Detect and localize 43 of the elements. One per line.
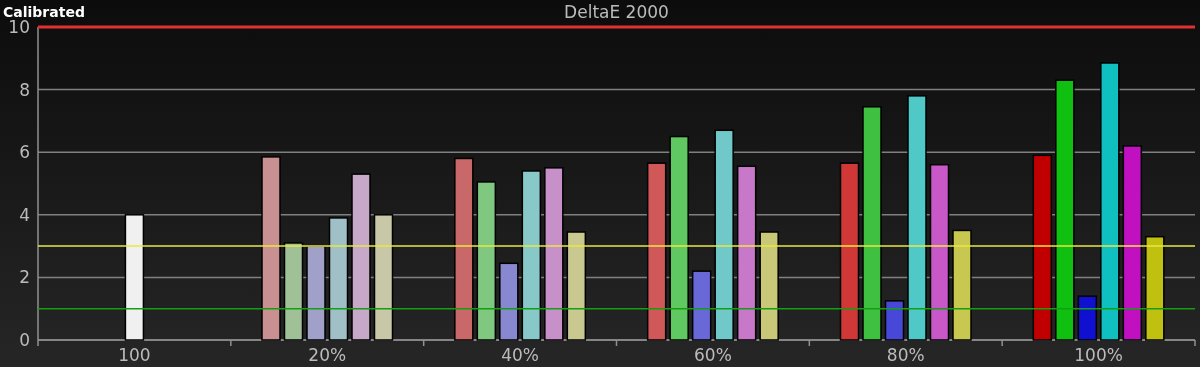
x-tick-label: 40%	[501, 345, 539, 365]
bar	[499, 262, 519, 341]
chart-title: DeltaE 2000	[564, 2, 669, 22]
bar	[646, 162, 667, 341]
bar	[669, 135, 689, 341]
bar	[328, 217, 349, 341]
bar	[714, 129, 734, 341]
bar	[759, 231, 779, 341]
y-tick-label: 8	[19, 79, 30, 100]
bar	[261, 156, 281, 341]
bar	[691, 270, 712, 341]
bar	[373, 214, 394, 341]
y-tick-label: 6	[19, 142, 30, 163]
bar	[306, 245, 326, 341]
bar	[862, 106, 882, 341]
bar	[952, 229, 972, 341]
bar	[929, 163, 950, 341]
bar	[1055, 79, 1075, 341]
x-tick-label: 100%	[1074, 345, 1123, 365]
bar	[1032, 154, 1053, 341]
bar	[476, 181, 497, 341]
bar	[521, 170, 542, 341]
x-tick-label: 100	[118, 345, 151, 365]
bar	[454, 157, 474, 341]
bar	[124, 214, 145, 341]
bar	[884, 300, 905, 341]
x-tick-label: 80%	[886, 345, 925, 365]
y-tick-label: 0	[19, 329, 30, 350]
x-tick-label: 60%	[694, 345, 732, 365]
bar	[566, 231, 587, 341]
bar	[1100, 62, 1120, 341]
y-tick-label: 4	[19, 204, 30, 225]
bar	[1077, 295, 1098, 341]
bar	[736, 165, 757, 341]
bar	[839, 162, 860, 341]
bar	[283, 242, 304, 341]
bar	[907, 95, 927, 341]
bar	[544, 167, 564, 341]
bar	[1122, 145, 1143, 341]
x-tick-label: 20%	[308, 345, 347, 365]
y-tick-label: 2	[19, 267, 30, 288]
bar	[1145, 235, 1165, 341]
bar	[351, 173, 371, 341]
